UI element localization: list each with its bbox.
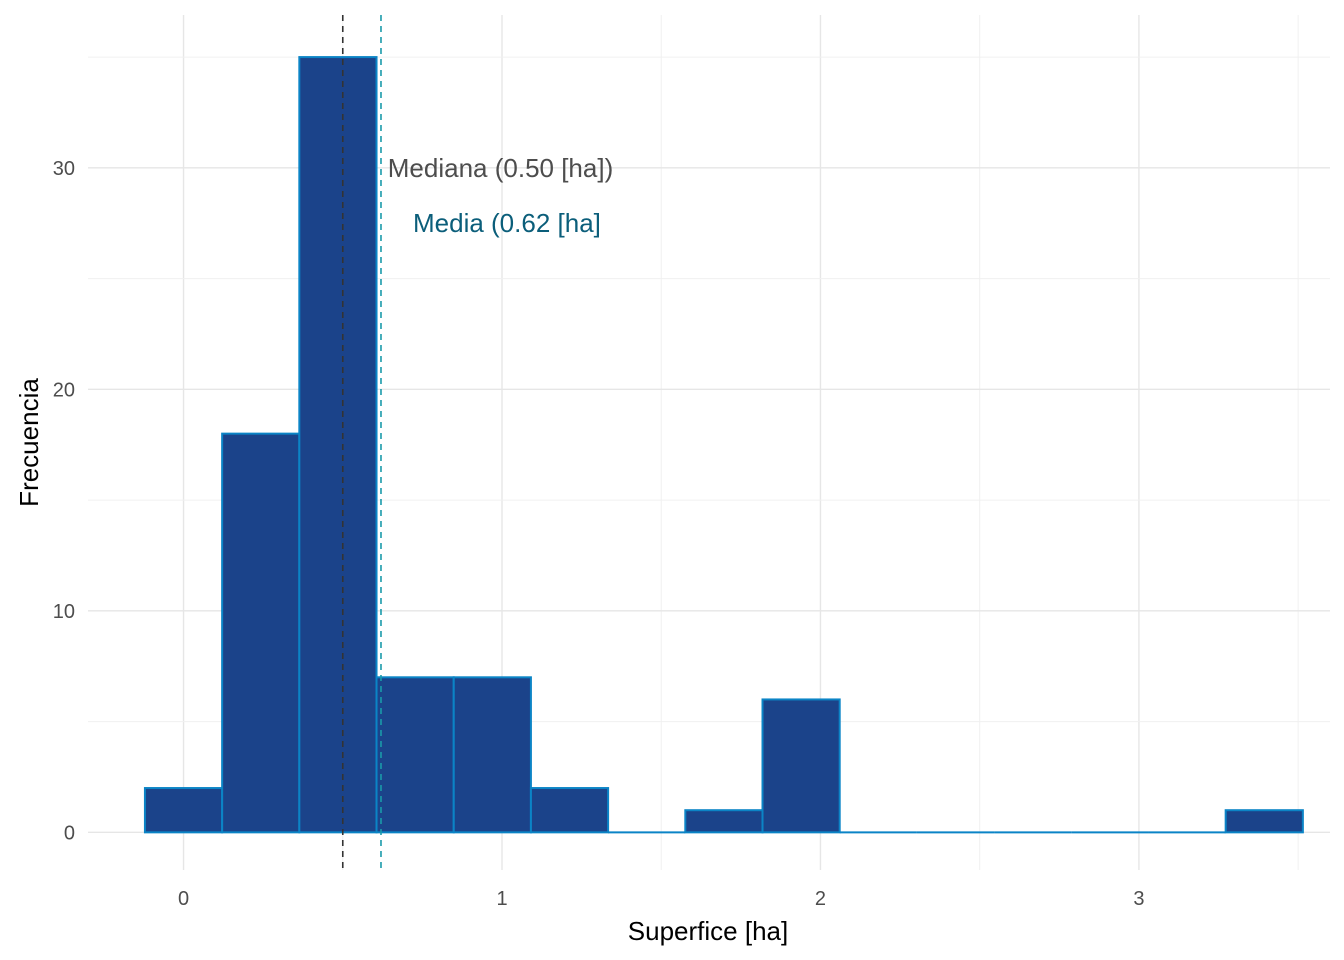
y-tick-label: 20 [53, 379, 75, 401]
histogram-bar [221, 432, 301, 834]
histogram-bar [143, 787, 224, 834]
bars [143, 56, 1304, 834]
histogram-bar [298, 56, 378, 834]
histogram-bar [375, 676, 455, 834]
histogram-bar [529, 787, 610, 834]
x-tick-label: 3 [1133, 888, 1144, 910]
y-tick-label: 0 [64, 822, 75, 844]
histogram-bar [1224, 809, 1304, 834]
y-tick-label: 10 [53, 601, 75, 623]
y-tick-label: 30 [53, 158, 75, 180]
annotations: Mediana (0.50 [ha]) Media (0.62 [ha] [388, 153, 613, 238]
x-tick-label: 1 [496, 888, 507, 910]
x-tick-label: 0 [178, 888, 189, 910]
x-tick-label: 2 [815, 888, 826, 910]
histogram-bar [452, 676, 532, 834]
median-annotation: Mediana (0.50 [ha]) [388, 153, 613, 183]
mean-annotation: Media (0.62 [ha] [413, 208, 601, 238]
histogram-bar [684, 809, 764, 834]
x-axis-title: Superfice [ha] [628, 916, 788, 946]
histogram-bar [761, 698, 841, 834]
y-axis-title: Frecuencia [14, 378, 44, 507]
